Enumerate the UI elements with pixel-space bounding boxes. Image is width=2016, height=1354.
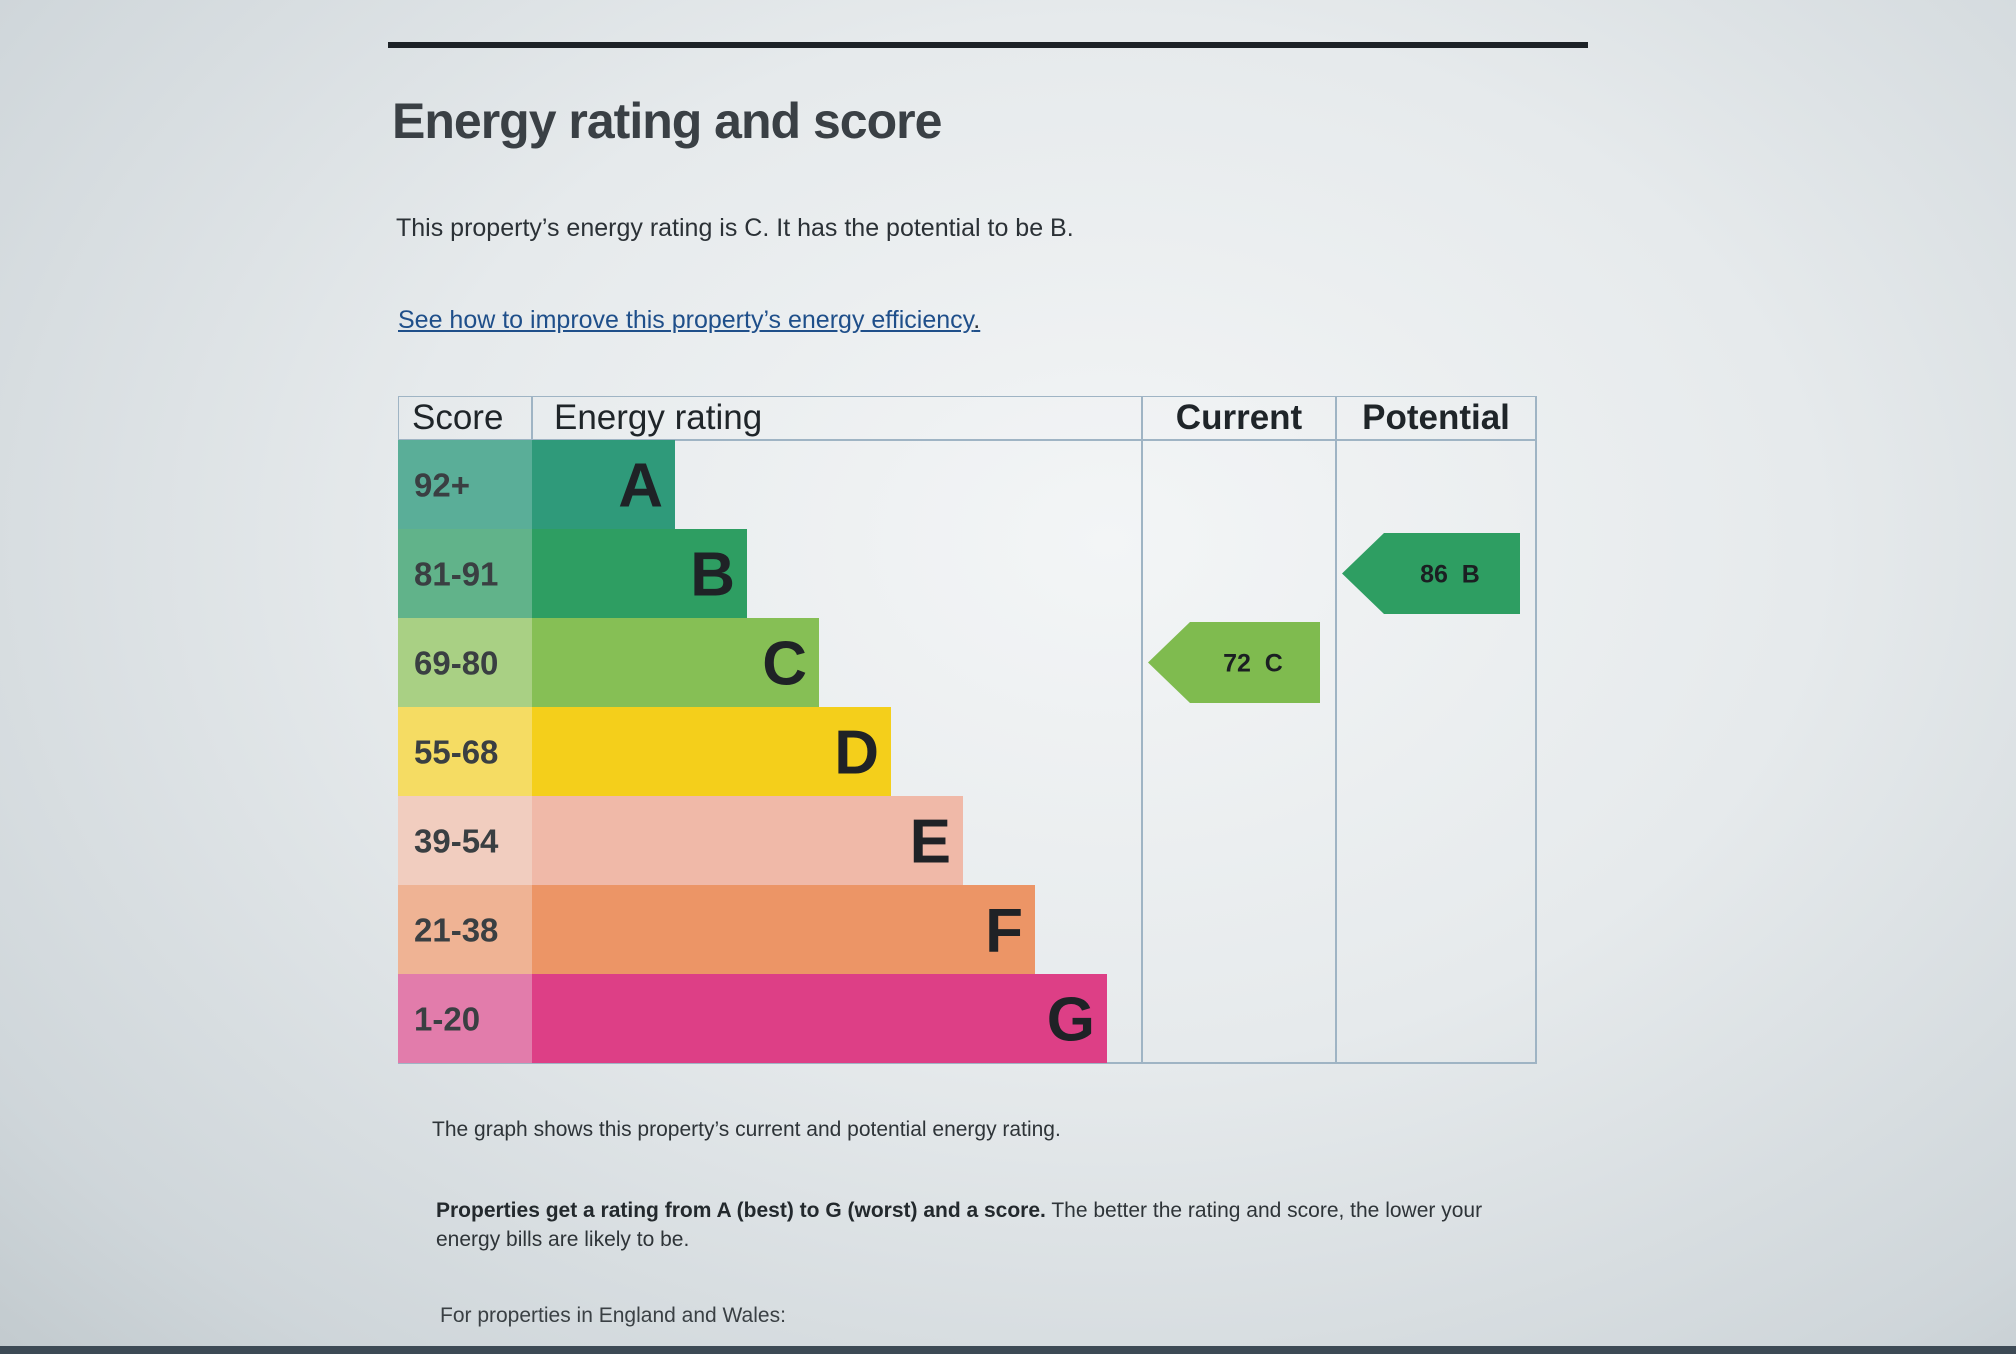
improve-efficiency-link-row: See how to improve this property’s energ… bbox=[398, 306, 980, 335]
score-range-d: 55-68 bbox=[414, 734, 498, 771]
rating-letter-c: C bbox=[762, 630, 807, 699]
england-wales-heading: For properties in England and Wales: bbox=[440, 1304, 786, 1327]
rating-letter-d: D bbox=[834, 719, 879, 788]
potential-rating-label: 86 B bbox=[1420, 561, 1480, 589]
score-cell-a bbox=[398, 440, 532, 529]
energy-rating-header: Energy rating bbox=[554, 398, 762, 437]
rating-summary: This property’s energy rating is C. It h… bbox=[396, 214, 1074, 242]
rating-explanation: Properties get a rating from A (best) to… bbox=[436, 1196, 1516, 1254]
rating-explanation-bold: Properties get a rating from A (best) to… bbox=[436, 1199, 1046, 1222]
rating-letter-e: E bbox=[910, 808, 951, 877]
rating-bar-b bbox=[532, 529, 747, 618]
score-range-g: 1-20 bbox=[414, 1001, 480, 1038]
score-range-e: 39-54 bbox=[414, 823, 499, 860]
chart-caption: The graph shows this property’s current … bbox=[432, 1118, 1061, 1141]
screen-bottom-edge bbox=[0, 1346, 2016, 1354]
rating-letter-a: A bbox=[618, 452, 663, 521]
score-cell-g bbox=[398, 974, 532, 1063]
score-cell-b bbox=[398, 529, 532, 618]
rating-letter-g: G bbox=[1047, 986, 1095, 1055]
rating-bar-c bbox=[532, 618, 819, 707]
epc-rating-chart: Score Energy rating Current Potential 92+ A 81… bbox=[398, 396, 1537, 1064]
rating-bar-a bbox=[532, 440, 675, 529]
potential-header: Potential bbox=[1362, 398, 1510, 437]
score-range-c: 69-80 bbox=[414, 645, 498, 682]
score-cell-f bbox=[398, 885, 532, 974]
rating-explanation-rest: The better the rating and score, the low… bbox=[436, 1199, 1483, 1251]
score-range-b: 81-91 bbox=[414, 556, 498, 593]
current-rating-label: 72 C bbox=[1223, 650, 1283, 678]
current-arrow bbox=[1148, 622, 1320, 703]
score-cell-d bbox=[398, 707, 532, 796]
rating-letter-b: B bbox=[690, 541, 735, 610]
current-header: Current bbox=[1176, 398, 1303, 437]
rating-bar-g bbox=[532, 974, 1107, 1063]
top-rule bbox=[388, 42, 1588, 48]
score-cell-e bbox=[398, 796, 532, 885]
rating-letter-f: F bbox=[985, 897, 1023, 966]
rating-bar-e bbox=[532, 796, 963, 885]
improve-efficiency-link[interactable]: See how to improve this property’s energ… bbox=[398, 306, 974, 334]
score-header: Score bbox=[412, 398, 503, 437]
page-title: Energy rating and score bbox=[392, 93, 942, 149]
rating-bar-d bbox=[532, 707, 891, 796]
score-range-a: 92+ bbox=[414, 467, 470, 504]
potential-arrow bbox=[1342, 533, 1520, 614]
score-cell-c bbox=[398, 618, 532, 707]
score-range-f: 21-38 bbox=[414, 912, 498, 949]
rating-bar-f bbox=[532, 885, 1035, 974]
link-period: . bbox=[973, 306, 981, 334]
